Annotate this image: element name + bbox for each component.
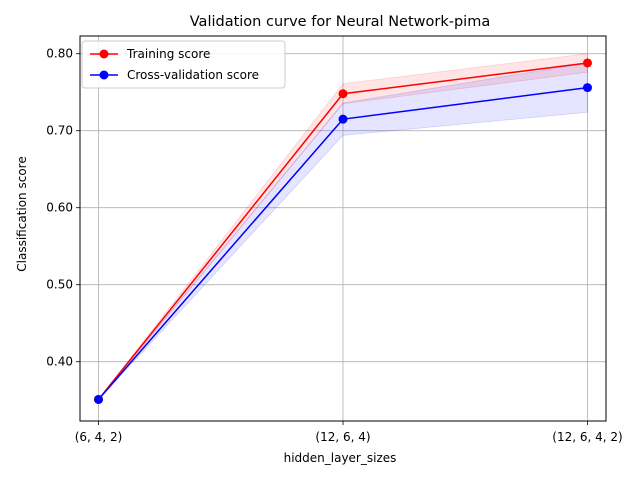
- x-tick-label: (6, 4, 2): [75, 430, 123, 444]
- y-axis-label: Classification score: [15, 156, 29, 271]
- chart-title: Validation curve for Neural Network-pima: [190, 14, 490, 30]
- legend-label-training: Training score: [126, 47, 210, 61]
- y-axis-ticks: 0.40 0.50 0.60 0.70 0.80: [46, 47, 80, 369]
- data-point-1: [583, 83, 592, 93]
- data-point-1: [94, 394, 103, 404]
- legend-label-cv: Cross-validation score: [127, 68, 259, 82]
- data-point-0: [338, 89, 348, 99]
- y-tick-label: 0.80: [46, 47, 73, 61]
- data-point-1: [338, 114, 348, 124]
- series-points: [94, 58, 592, 404]
- data-point-0: [583, 58, 592, 68]
- legend: Training score Cross-validation score: [81, 40, 286, 89]
- legend-marker-cv: [99, 70, 109, 80]
- x-axis-label: hidden_layer_sizes: [284, 451, 397, 465]
- x-tick-label: (12, 6, 4): [315, 430, 370, 444]
- y-tick-label: 0.50: [46, 278, 73, 292]
- y-tick-label: 0.70: [46, 124, 73, 138]
- grid-lines: [80, 36, 606, 421]
- legend-box: [81, 40, 286, 89]
- y-tick-label: 0.60: [46, 201, 73, 215]
- legend-marker-training: [99, 49, 109, 59]
- x-tick-label: (12, 6, 4, 2): [552, 430, 622, 444]
- x-axis-ticks: (6, 4, 2) (12, 6, 4) (12, 6, 4, 2): [75, 421, 623, 444]
- y-tick-label: 0.40: [46, 355, 73, 369]
